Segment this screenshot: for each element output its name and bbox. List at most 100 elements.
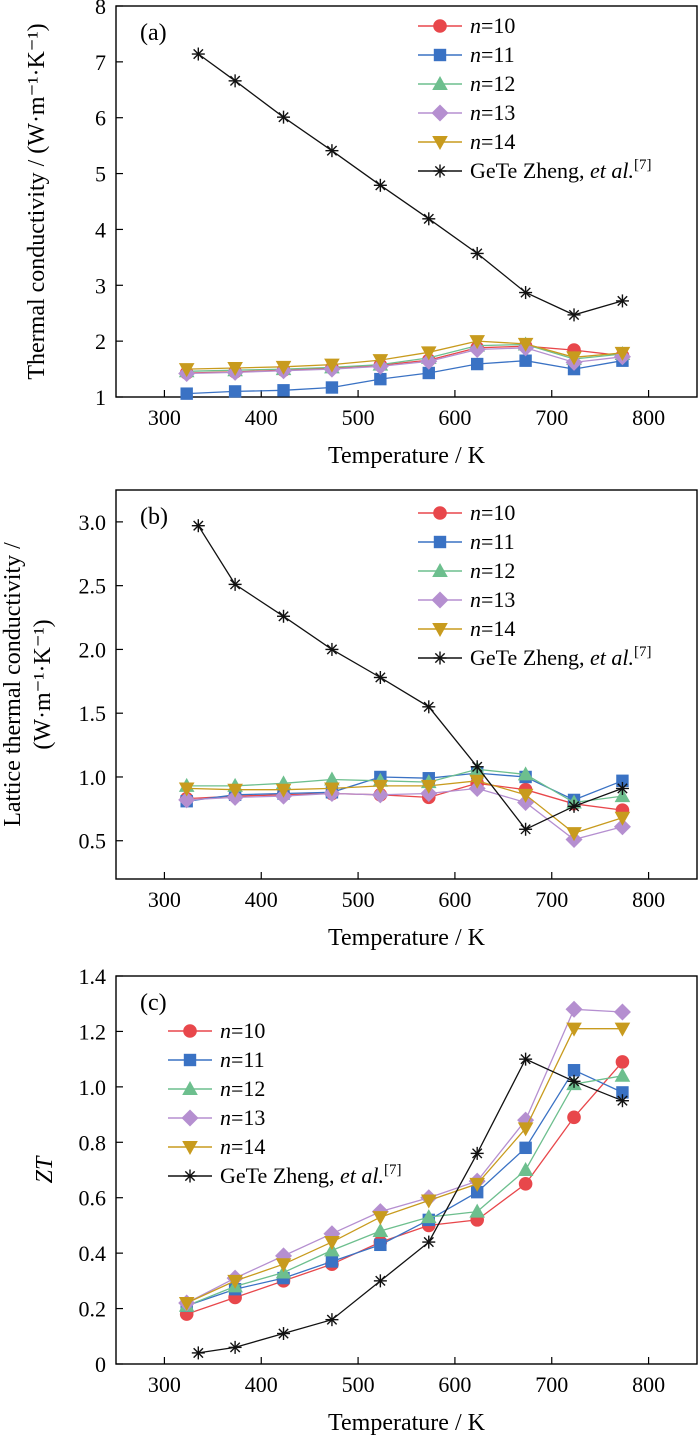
- y-tick-label: 4: [95, 217, 106, 242]
- legend-label: n=12: [470, 71, 515, 96]
- series-line: [186, 347, 623, 375]
- data-point: [470, 1185, 484, 1199]
- legend-marker: [432, 563, 448, 577]
- x-tick-label: 700: [535, 1372, 568, 1397]
- series-n13: [178, 779, 631, 848]
- legend-label: n=12: [220, 1076, 265, 1101]
- data-point: [178, 791, 196, 809]
- series-n14: [178, 335, 631, 378]
- plot-frame: [115, 489, 698, 880]
- legend: n=10 n=11 n=12 n=13 n=14 GeTe Zheng, et al.[7…: [418, 500, 652, 670]
- series-line: [186, 787, 623, 841]
- data-point: [178, 1297, 195, 1312]
- data-point: [567, 1064, 581, 1077]
- legend-label: n=10: [220, 1018, 265, 1043]
- legend-label: n=14: [470, 129, 515, 154]
- data-point: [228, 577, 242, 591]
- series-line: [186, 1075, 623, 1307]
- y-tick-label: 2.0: [79, 637, 107, 662]
- data-point: [420, 346, 437, 361]
- legend-label: n=11: [470, 42, 515, 67]
- panel-label: (b): [140, 504, 168, 530]
- x-tick-label: 700: [535, 887, 568, 912]
- x-tick-label: 500: [342, 405, 375, 430]
- series-line: [186, 780, 623, 834]
- data-point: [275, 360, 292, 375]
- data-point: [470, 1146, 484, 1160]
- legend-marker: [181, 1109, 199, 1127]
- data-point: [616, 1086, 629, 1099]
- y-axis-title: Thermal conductivity / (W·m⁻¹·K⁻¹): [24, 23, 50, 379]
- legend-label: n=12: [470, 558, 515, 583]
- data-point: [567, 1074, 581, 1088]
- legend-label: n=10: [470, 13, 515, 38]
- legend-item: GeTe Zheng, et al.[7]: [418, 644, 652, 670]
- data-point: [469, 774, 485, 789]
- data-point: [275, 783, 292, 798]
- legend-item: GeTe Zheng, et al.[7]: [168, 1162, 402, 1188]
- data-point: [517, 1162, 534, 1176]
- series-n10: [179, 339, 630, 380]
- data-point: [615, 781, 629, 795]
- data-point: [422, 1235, 436, 1249]
- data-point: [615, 1094, 629, 1108]
- legend-item: n=14: [168, 1134, 265, 1159]
- data-point: [178, 782, 195, 797]
- legend: n=10 n=11 n=12 n=13 n=14 GeTe Zheng, et al.[7…: [418, 13, 652, 183]
- x-axis-title: Temperature / K: [328, 925, 486, 951]
- legend-item: n=10: [168, 1018, 265, 1043]
- y-tick-label: 8: [95, 0, 106, 19]
- legend-label: n=11: [220, 1047, 265, 1072]
- x-tick-label: 300: [148, 887, 181, 912]
- data-point: [191, 1346, 205, 1360]
- data-point: [470, 246, 484, 260]
- legend-item: n=11: [168, 1047, 265, 1072]
- x-tick-label: 300: [148, 1372, 181, 1397]
- legend: n=10 n=11 n=12 n=13 n=14 GeTe Zheng, et al.[7…: [168, 1018, 402, 1188]
- legend-item: n=13: [168, 1105, 265, 1130]
- y-tick-label: 0.5: [79, 829, 107, 854]
- legend-label: GeTe Zheng, et al.[7]: [470, 644, 652, 670]
- series-line: [186, 1069, 623, 1307]
- series-ref: [191, 47, 629, 322]
- x-tick-label: 300: [148, 405, 181, 430]
- series-line: [186, 1028, 623, 1304]
- data-point: [517, 766, 534, 781]
- data-point: [566, 351, 582, 366]
- legend-marker: [433, 19, 447, 33]
- data-point: [615, 294, 629, 308]
- legend-label: n=14: [470, 616, 515, 641]
- y-tick-label: 6: [95, 106, 106, 131]
- data-point: [374, 372, 387, 386]
- y-tick-label: 0.8: [79, 1130, 107, 1155]
- series-n14: [178, 774, 631, 842]
- legend-label: n=13: [220, 1105, 265, 1130]
- data-point: [614, 788, 631, 803]
- y-tick-label: 0.6: [79, 1186, 107, 1211]
- data-point: [325, 642, 339, 656]
- legend-label: n=14: [220, 1134, 265, 1159]
- series-line: [186, 360, 623, 395]
- y-tick-label: 1.0: [79, 1075, 107, 1100]
- series-ref: [191, 1052, 629, 1360]
- x-tick-label: 500: [342, 887, 375, 912]
- legend-label: n=13: [470, 100, 515, 125]
- y-tick-label: 3: [95, 273, 106, 298]
- x-tick-label: 600: [438, 405, 471, 430]
- y-axis-title-line2: (W·m⁻¹·K⁻¹): [30, 619, 56, 749]
- x-axis-title: Temperature / K: [328, 443, 486, 469]
- data-point: [373, 1274, 387, 1288]
- data-point: [324, 358, 340, 373]
- data-point: [324, 771, 340, 786]
- series-line: [197, 525, 623, 831]
- data-point: [519, 286, 533, 300]
- data-point: [228, 385, 242, 398]
- data-point: [615, 1055, 630, 1069]
- data-point: [371, 786, 389, 804]
- data-point: [277, 1327, 291, 1341]
- data-point: [227, 783, 243, 798]
- y-tick-label: 0.4: [79, 1241, 107, 1266]
- legend-item: n=12: [418, 558, 515, 583]
- legend-item: n=12: [168, 1076, 265, 1101]
- x-tick-label: 600: [438, 887, 471, 912]
